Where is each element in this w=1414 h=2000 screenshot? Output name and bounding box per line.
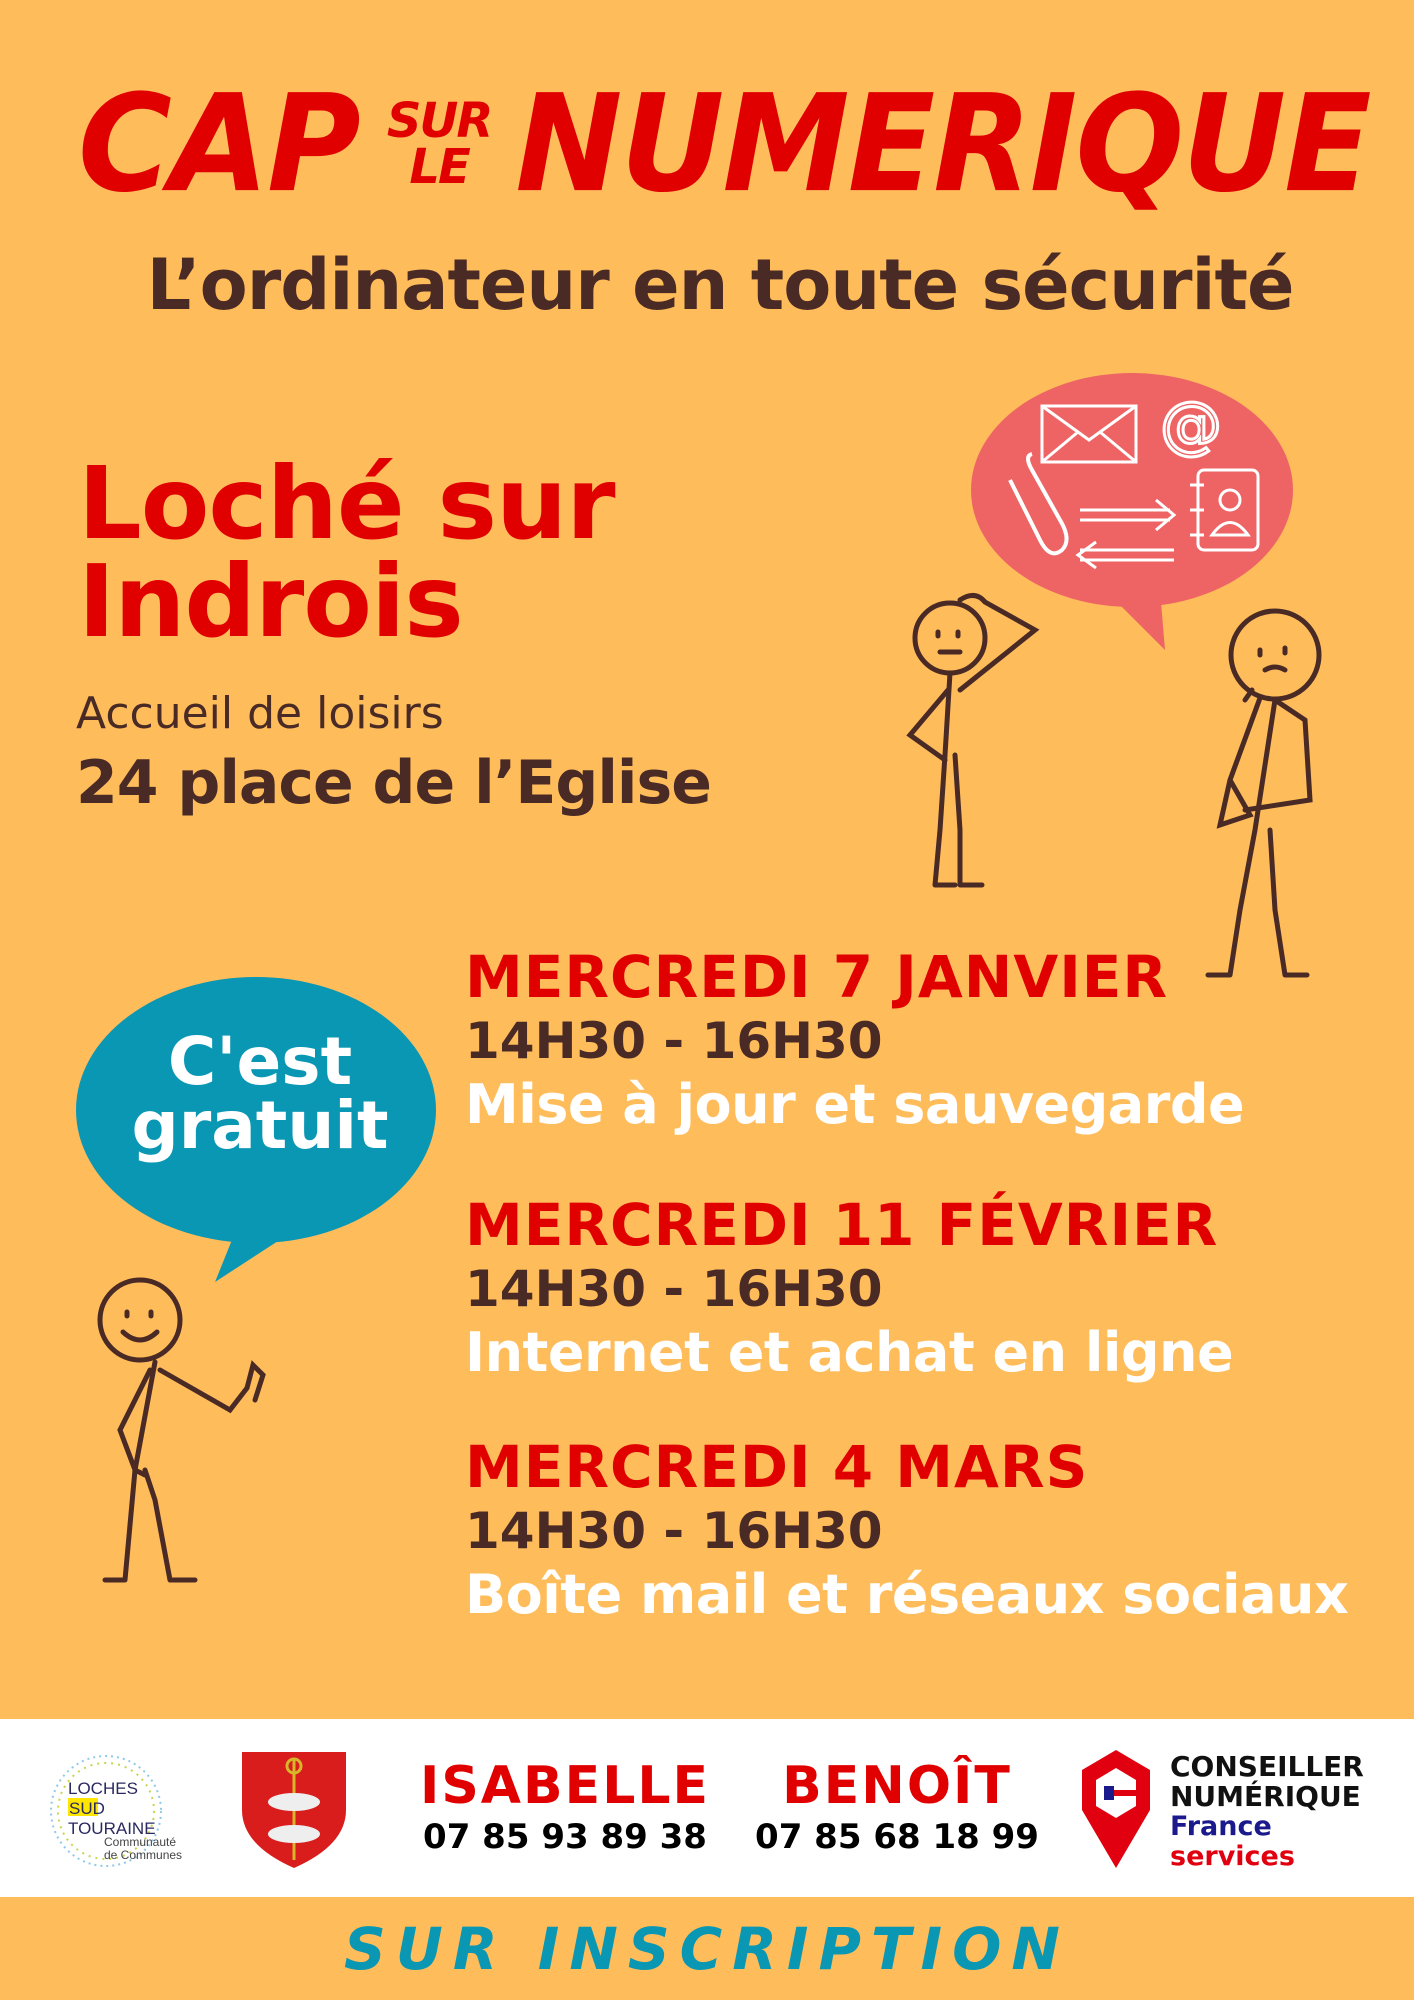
subtitle: L’ordinateur en toute sécurité: [146, 244, 1295, 326]
envelope-icon: [1040, 404, 1138, 464]
event-item: MERCREDI 7 JANVIER 14H30 - 16H30 Mise à …: [465, 943, 1245, 1136]
at-icon: @: [1160, 388, 1222, 461]
thumbs-up-person-illustration: [97, 1277, 266, 1583]
address-book-icon: [1190, 468, 1260, 552]
phone-link[interactable]: 07 85 93 89 38: [423, 1817, 707, 1857]
svg-text:SUD: SUD: [69, 1799, 105, 1818]
contact-benoit: BENOÎT 07 85 68 18 99: [752, 1757, 1042, 1859]
event-item: MERCREDI 11 FÉVRIER 14H30 - 16H30 Intern…: [465, 1191, 1234, 1384]
main-title: CAP SUR LE NUMERIQUE: [78, 66, 1372, 223]
svg-text:LOCHES: LOCHES: [68, 1779, 138, 1798]
venue: Accueil de loisirs: [76, 688, 444, 739]
speech-bubble-icons: @: [971, 373, 1293, 650]
loches-logo-subtitle: Communauté de Communes: [104, 1835, 183, 1862]
free-speech-bubble: [76, 977, 436, 1282]
phone-link[interactable]: 07 85 68 18 99: [755, 1817, 1039, 1857]
location-pin-icon: [1082, 1750, 1150, 1868]
coat-of-arms-icon: [242, 1752, 346, 1868]
signup-note: SUR INSCRIPTION: [344, 1915, 1070, 1983]
free-label: C'est gratuit: [131, 1023, 389, 1164]
arrows-exchange-icon: [1075, 498, 1177, 570]
contact-isabelle: ISABELLE 07 85 93 89 38: [420, 1756, 710, 1857]
conseiller-numerique-logo: CONSEILLER NUMÉRIQUE France services: [1170, 1750, 1364, 1872]
thinking-people-illustration: [906, 593, 1322, 978]
city: Loché sur Indrois: [78, 445, 616, 660]
address: 24 place de l’Eglise: [76, 748, 712, 818]
loches-sud-touraine-logo: LOCHES SUD TOURAINE: [50, 1755, 162, 1867]
paperclip-icon: [1008, 452, 1069, 556]
event-item: MERCREDI 4 MARS 14H30 - 16H30 Boîte mail…: [465, 1433, 1349, 1626]
footer-partners: [0, 1719, 1414, 1897]
svg-text:TOURAINE: TOURAINE: [68, 1819, 156, 1838]
